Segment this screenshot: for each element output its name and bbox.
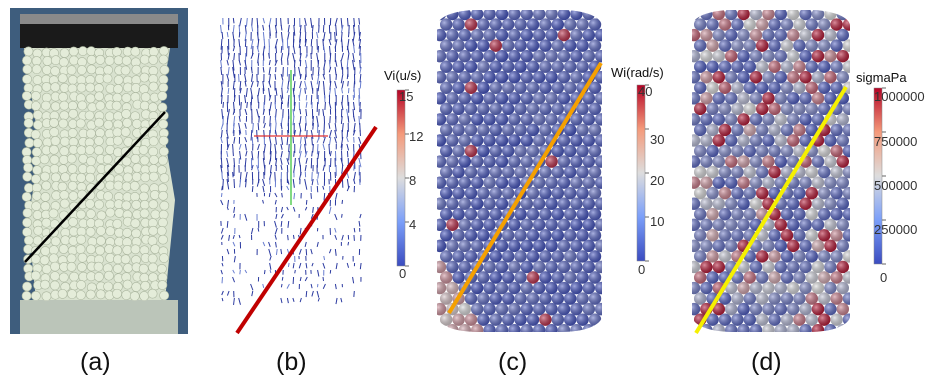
- colorbar-c: Wi(rad/s) 40 30 20 10 0: [611, 65, 664, 277]
- svg-text:750000: 750000: [874, 134, 917, 149]
- svg-text:0: 0: [399, 266, 406, 281]
- panel-a-photo: [10, 8, 188, 334]
- colorbar-tick: 12: [405, 129, 423, 144]
- colorbar-tick: 0: [638, 260, 649, 277]
- shear-band-line: [235, 125, 378, 335]
- colorbar-title: Wi(rad/s): [611, 65, 664, 80]
- colorbar-tick: 1000000: [874, 87, 925, 104]
- bottom-cap: [20, 300, 178, 334]
- svg-text:250000: 250000: [874, 222, 917, 237]
- colorbar-tick: 30: [645, 128, 664, 147]
- svg-text:12: 12: [409, 129, 423, 144]
- caption-a: (a): [80, 348, 111, 376]
- shear-band-line: [447, 61, 603, 315]
- colorbar-tick: 4: [405, 217, 416, 232]
- colorbar-d: sigmaPa 1000000 750000 500000 250000 0: [856, 70, 925, 285]
- colorbar-gradient: [396, 89, 406, 267]
- colorbar-tick: 750000: [874, 131, 917, 149]
- colorbar-gradient: [873, 87, 883, 265]
- svg-text:500000: 500000: [874, 178, 917, 193]
- svg-text:40: 40: [638, 84, 652, 99]
- colorbar-tick: 10: [645, 214, 664, 229]
- caption-d: (d): [751, 348, 782, 376]
- colorbar-b: Vi(u/s) 15 12 8 4 0: [384, 68, 423, 281]
- colorbar-tick: 250000: [874, 219, 917, 237]
- particle-assembly: [437, 10, 602, 332]
- svg-text:8: 8: [409, 173, 416, 188]
- svg-text:0: 0: [638, 262, 645, 277]
- shear-band-line: [694, 85, 848, 335]
- particle-assembly: [692, 10, 850, 332]
- svg-text:20: 20: [650, 173, 664, 188]
- caption-c: (c): [498, 348, 527, 376]
- colorbar-tick: 8: [405, 173, 416, 188]
- svg-text:15: 15: [399, 89, 413, 104]
- colorbar-tick: 15: [399, 89, 413, 104]
- colorbar-tick: 0: [880, 263, 887, 285]
- panel-d-particles: [692, 10, 850, 335]
- svg-text:0: 0: [880, 270, 887, 285]
- colorbar-tick: 20: [645, 172, 664, 188]
- colorbar-gradient: [636, 84, 646, 262]
- svg-text:4: 4: [409, 217, 416, 232]
- sample-specimen: [21, 46, 175, 302]
- caption-b: (b): [276, 348, 307, 376]
- svg-text:10: 10: [650, 214, 664, 229]
- colorbar-title: sigmaPa: [856, 70, 907, 85]
- top-cap: [20, 22, 178, 48]
- panel-c-particles: [437, 10, 603, 332]
- colorbar-title: Vi(u/s): [384, 68, 421, 83]
- colorbar-tick: 40: [638, 84, 652, 99]
- panel-b-vectors: [220, 17, 378, 335]
- shear-band-line: [24, 111, 166, 263]
- colorbar-tick: 500000: [874, 175, 917, 193]
- svg-text:30: 30: [650, 132, 664, 147]
- svg-text:1000000: 1000000: [874, 89, 925, 104]
- colorbar-tick: 0: [399, 265, 409, 281]
